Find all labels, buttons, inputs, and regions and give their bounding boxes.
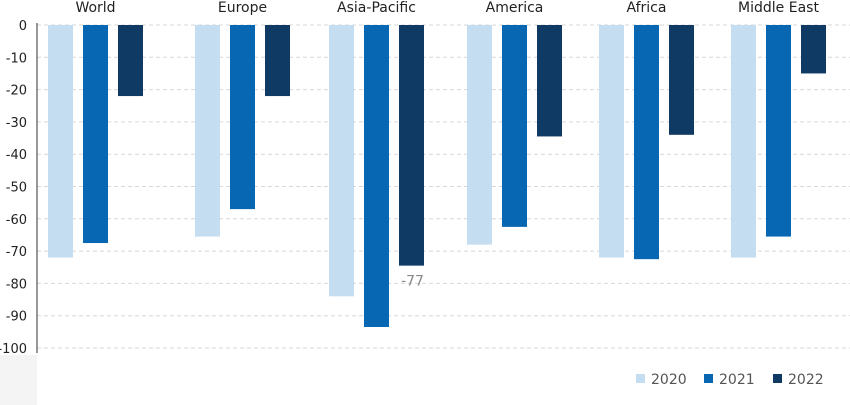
bar-2020-europe: [195, 25, 220, 237]
category-label: World: [75, 0, 115, 16]
bar-2022-america: [537, 25, 562, 137]
y-tick-label: -60: [6, 213, 27, 228]
y-tick-label: 0: [19, 19, 27, 34]
y-tick-label: -100: [0, 342, 27, 357]
y-tick-label: -80: [6, 277, 27, 292]
legend-label-2022: 2022: [788, 372, 824, 388]
bar-2021-asia-pacific: [364, 25, 389, 328]
y-tick-label: -30: [6, 116, 27, 131]
grid-layer: [37, 24, 850, 349]
y-axis-ticks: 0 -10 -20 -30 -40 -50 -60 -70 -80 -90 -100: [0, 19, 27, 357]
legend-label-2021: 2021: [719, 372, 755, 388]
legend-swatch-2022: [773, 374, 782, 383]
bar-2020-america: [467, 25, 492, 245]
category-label: Middle East: [738, 0, 819, 16]
y-tick-label: -40: [6, 148, 27, 163]
bar-2022-middle-east: [801, 25, 826, 74]
bar-2021-america: [502, 25, 527, 227]
bar-2022-europe: [265, 25, 290, 97]
y-tick-label: -70: [6, 245, 27, 260]
axis-background-strip: [0, 355, 37, 405]
bar-2021-europe: [230, 25, 255, 210]
category-label: Asia-Pacific: [337, 0, 416, 16]
category-label: America: [486, 0, 544, 16]
data-label: -77: [401, 274, 424, 290]
legend-swatch-2020: [636, 374, 645, 383]
data-labels: -77: [401, 274, 424, 290]
bar-2020-asia-pacific: [329, 25, 354, 297]
bar-2022-world: [118, 25, 143, 97]
legend: 2020 2021 2022: [636, 372, 824, 388]
bars-layer: [48, 25, 826, 328]
bar-2021-africa: [634, 25, 659, 260]
legend-label-2020: 2020: [651, 372, 687, 388]
category-label: Europe: [218, 0, 267, 16]
y-tick-label: -10: [6, 51, 27, 66]
y-tick-label: -50: [6, 181, 27, 196]
legend-swatch-2021: [704, 374, 713, 383]
bar-2020-middle-east: [731, 25, 756, 258]
y-tick-label: -20: [6, 84, 27, 99]
bar-2022-africa: [669, 25, 694, 135]
category-label: Africa: [627, 0, 667, 16]
y-tick-label: -90: [6, 310, 27, 325]
bar-2022-asia-pacific: [399, 25, 424, 266]
bar-2020-world: [48, 25, 73, 258]
bar-2021-middle-east: [766, 25, 791, 237]
category-labels: World Europe Asia-Pacific America Africa Midd…: [75, 0, 819, 16]
bar-2020-africa: [599, 25, 624, 258]
bar-2021-world: [83, 25, 108, 244]
